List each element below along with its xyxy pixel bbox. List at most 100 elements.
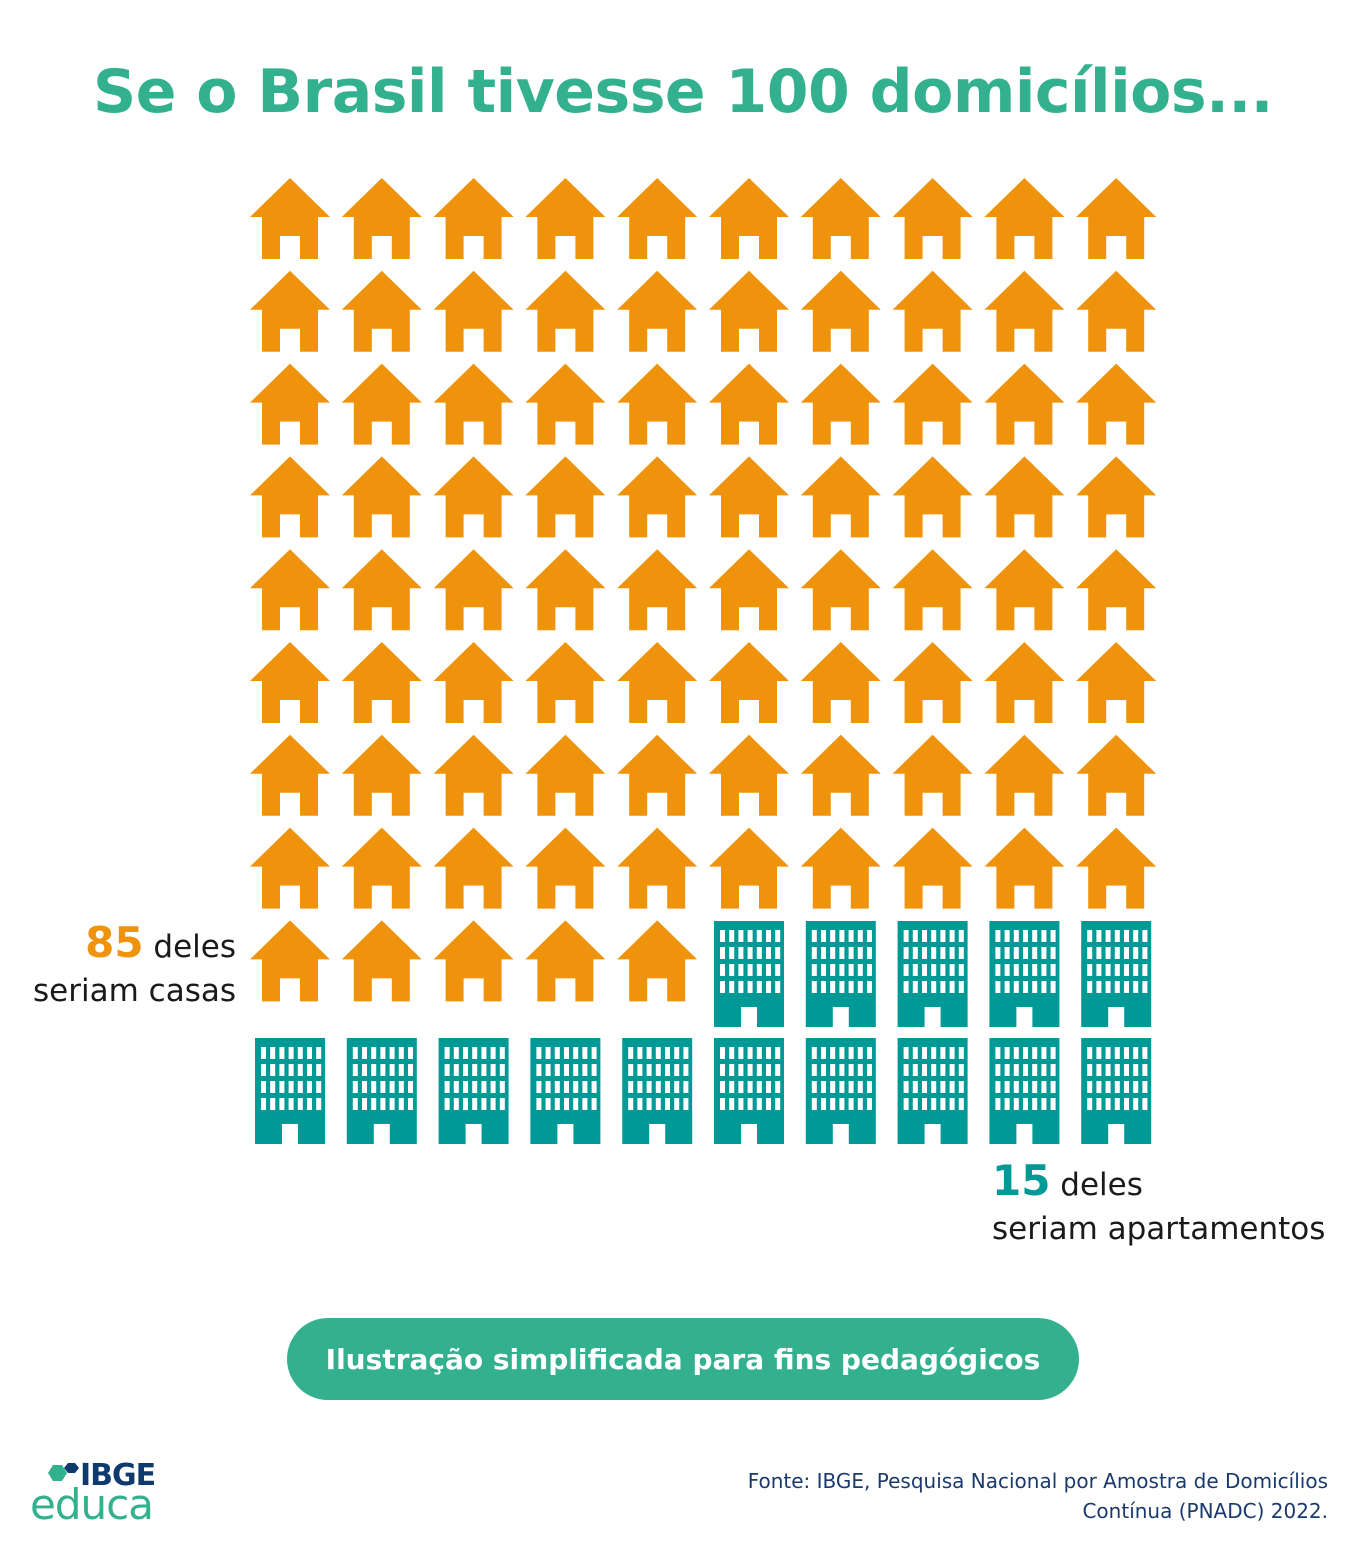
house-icon xyxy=(617,270,698,352)
house-icon xyxy=(892,549,973,631)
house-icon xyxy=(341,270,422,352)
house-icon xyxy=(709,549,789,631)
house-icon xyxy=(250,178,330,259)
house-icon xyxy=(433,270,514,352)
house-icon xyxy=(617,456,698,538)
page-title: Se o Brasil tivesse 100 domicílios... xyxy=(93,57,1273,127)
house-icon xyxy=(800,456,881,538)
house-icon xyxy=(800,642,881,723)
house-icon xyxy=(617,549,698,631)
house-icon xyxy=(525,549,606,631)
house-icon xyxy=(892,178,973,259)
house-icon xyxy=(341,363,422,445)
house-icon xyxy=(617,734,698,816)
house-icon xyxy=(984,456,1065,538)
house-icon xyxy=(984,734,1065,816)
house-icon xyxy=(525,827,606,909)
house-icon xyxy=(709,734,789,816)
house-icon xyxy=(984,642,1065,723)
building-icon xyxy=(346,1038,417,1144)
apartamentos-text-1: deles xyxy=(1050,1167,1143,1203)
building-icon xyxy=(989,921,1060,1027)
building-icon xyxy=(897,1038,968,1144)
house-icon xyxy=(341,178,422,259)
house-icon xyxy=(709,642,789,723)
house-icon xyxy=(800,178,881,259)
house-icon xyxy=(892,734,973,816)
house-icon xyxy=(433,178,514,259)
house-icon xyxy=(617,827,698,909)
source-line-2: Contínua (PNADC) 2022. xyxy=(1082,1499,1328,1523)
house-icon xyxy=(433,549,514,631)
source-line-1: Fonte: IBGE, Pesquisa Nacional por Amost… xyxy=(747,1469,1328,1493)
house-icon xyxy=(892,642,973,723)
house-icon xyxy=(800,270,881,352)
house-icon xyxy=(433,456,514,538)
house-icon xyxy=(800,827,881,909)
house-icon xyxy=(1076,178,1157,259)
house-icon xyxy=(617,178,698,259)
house-icon xyxy=(984,178,1065,259)
house-icon xyxy=(525,734,606,816)
house-icon xyxy=(250,920,330,1002)
house-icon xyxy=(1076,456,1157,538)
house-icon xyxy=(525,920,606,1002)
house-icon xyxy=(433,734,514,816)
apartamentos-text-2: seriam apartamentos xyxy=(992,1211,1326,1247)
house-icon xyxy=(525,270,606,352)
house-icon xyxy=(525,456,606,538)
house-icon xyxy=(250,734,330,816)
house-icon xyxy=(250,827,330,909)
house-icon xyxy=(1076,363,1157,445)
house-icon xyxy=(250,549,330,631)
apartamentos-number: 15 xyxy=(992,1156,1051,1205)
house-icon xyxy=(709,827,789,909)
house-icon xyxy=(250,642,330,723)
logo-ibge-text: IBGE xyxy=(80,1458,156,1493)
house-icon xyxy=(1076,270,1157,352)
ibge-educa-logo: IBGE educa xyxy=(30,1458,200,1529)
building-icon xyxy=(1081,1038,1152,1144)
house-icon xyxy=(525,363,606,445)
building-icon xyxy=(714,921,784,1027)
house-icon xyxy=(250,270,330,352)
casas-text-1: deles xyxy=(143,929,236,965)
building-icon xyxy=(255,1038,325,1144)
logo-educa-text: educa xyxy=(30,1480,154,1529)
building-icon xyxy=(438,1038,509,1144)
source-note: Fonte: IBGE, Pesquisa Nacional por Amost… xyxy=(748,1466,1328,1526)
house-icon xyxy=(341,456,422,538)
building-icon xyxy=(805,921,876,1027)
house-icon xyxy=(341,920,422,1002)
casas-number: 85 xyxy=(85,918,144,967)
note-pill: Ilustração simplificada para fins pedagó… xyxy=(287,1318,1079,1400)
house-icon xyxy=(1076,549,1157,631)
building-icon xyxy=(530,1038,601,1144)
house-icon xyxy=(341,734,422,816)
house-icon xyxy=(984,549,1065,631)
label-casas: 85 deles seriam casas xyxy=(22,922,236,1012)
house-icon xyxy=(525,642,606,723)
house-icon xyxy=(800,734,881,816)
house-icon xyxy=(341,827,422,909)
house-icon xyxy=(617,642,698,723)
house-icon xyxy=(617,363,698,445)
house-icon xyxy=(1076,734,1157,816)
house-icon xyxy=(892,270,973,352)
label-apartamentos: 15 deles seriam apartamentos xyxy=(992,1160,1325,1250)
casas-text-2: seriam casas xyxy=(33,973,236,1009)
house-icon xyxy=(709,456,789,538)
house-icon xyxy=(433,363,514,445)
building-icon xyxy=(897,921,968,1027)
house-icon xyxy=(1076,827,1157,909)
house-icon xyxy=(800,363,881,445)
house-icon xyxy=(709,363,789,445)
house-icon xyxy=(892,363,973,445)
house-icon xyxy=(892,827,973,909)
house-icon xyxy=(433,920,514,1002)
house-icon xyxy=(892,456,973,538)
house-icon xyxy=(341,549,422,631)
house-icon xyxy=(800,549,881,631)
house-icon xyxy=(433,827,514,909)
